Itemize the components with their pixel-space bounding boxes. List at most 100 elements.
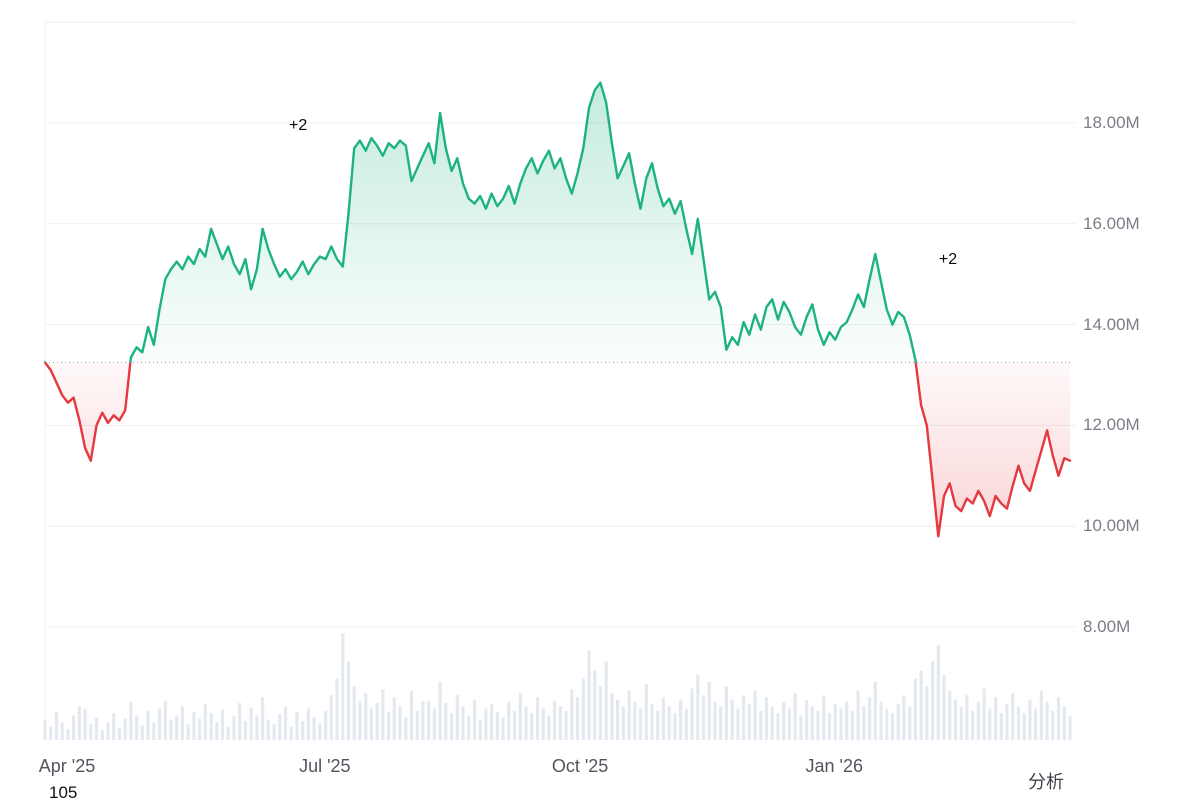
volume-bar — [484, 708, 488, 740]
volume-bar — [1011, 693, 1015, 740]
volume-bar — [495, 712, 499, 740]
volume-bar — [140, 725, 144, 740]
volume-bar — [341, 633, 345, 740]
volume-bar — [346, 661, 351, 740]
chart-annotation[interactable]: +2 — [938, 251, 958, 269]
volume-bar — [163, 700, 167, 740]
footer-partial-text: 105 — [49, 783, 78, 800]
volume-bar — [507, 701, 511, 740]
volume-bar — [667, 706, 671, 740]
volume-bar — [547, 715, 551, 740]
volume-bar — [553, 700, 557, 740]
volume-bar — [427, 700, 431, 740]
volume-bar — [971, 710, 975, 740]
x-axis-label: Apr '25 — [38, 756, 96, 776]
y-axis-label: 10.00M — [1083, 516, 1140, 536]
volume-bar — [919, 670, 923, 740]
volume-bar — [535, 697, 540, 740]
area-fill-below-baseline — [45, 362, 1070, 537]
volume-bar — [1051, 710, 1055, 740]
volume-bar — [976, 701, 980, 740]
price-line-up — [43, 81, 917, 363]
volume-bar — [684, 708, 688, 740]
volume-bar — [948, 690, 952, 740]
volume-bar — [375, 703, 379, 740]
volume-bar — [827, 713, 832, 740]
volume-bar — [77, 706, 81, 740]
volume-bar — [575, 697, 580, 740]
volume-bar — [621, 706, 625, 740]
volume-bar — [776, 713, 780, 740]
volume-bar — [83, 708, 87, 740]
volume-bar — [719, 706, 723, 740]
volume-bar — [404, 717, 408, 740]
volume-bar — [850, 710, 854, 740]
volume-bar — [701, 695, 706, 740]
volume-bar — [306, 708, 310, 740]
area-fill-above-baseline — [130, 82, 916, 363]
volume-bar — [203, 704, 207, 740]
volume-bar — [232, 716, 236, 740]
volume-bar — [782, 701, 786, 740]
volume-bar — [530, 713, 534, 740]
volume-bar — [890, 713, 895, 740]
volume-bar — [358, 700, 362, 740]
volume-bar — [896, 704, 900, 740]
volume-bar — [541, 708, 545, 740]
volume-bar — [1022, 713, 1026, 740]
volume-bar — [650, 704, 654, 740]
volume-bar — [60, 723, 64, 740]
volume-bar — [135, 715, 139, 740]
volume-bar — [409, 690, 414, 740]
volume-bar — [450, 713, 454, 740]
volume-bar — [856, 690, 860, 740]
volume-bar — [696, 675, 700, 740]
volume-bar — [661, 697, 665, 740]
volume-bar — [799, 715, 803, 740]
volume-bar — [839, 708, 843, 740]
volume-bar — [679, 699, 683, 740]
x-axis-label: Jul '25 — [299, 756, 351, 776]
volume-bar — [94, 717, 99, 740]
volume-bar — [461, 706, 465, 740]
volume-bar — [610, 693, 614, 740]
volume-bar — [959, 706, 963, 740]
volume-bar — [868, 697, 872, 740]
volume-bar — [707, 681, 711, 740]
volume-bar — [845, 701, 849, 740]
volume-bar — [312, 717, 316, 740]
volume-bar — [822, 695, 826, 740]
volume-bar — [392, 697, 396, 740]
volume-bar — [249, 707, 253, 740]
volume-bar — [994, 697, 998, 740]
volume-bar — [558, 706, 562, 740]
volume-bar — [587, 650, 591, 740]
volume-bar — [295, 712, 299, 740]
volume-bar — [387, 712, 391, 740]
volume-bar — [873, 681, 877, 740]
volume-bar — [117, 727, 121, 740]
y-axis-label: 8.00M — [1083, 617, 1131, 636]
volume-bar — [988, 708, 992, 740]
volume-bar — [816, 710, 820, 740]
volume-bar — [490, 704, 494, 740]
volume-bar — [112, 713, 116, 740]
volume-bar — [444, 703, 448, 740]
volume-bar — [885, 708, 889, 740]
volume-bar — [770, 706, 774, 740]
volume-bar — [931, 661, 935, 740]
chart-annotation[interactable]: +2 — [289, 116, 308, 134]
analysis-link[interactable]: 分析 — [1028, 772, 1064, 792]
volume-bar — [283, 706, 288, 740]
volume-bar — [908, 706, 912, 740]
volume-bar — [66, 728, 70, 740]
volume-bar — [169, 719, 173, 740]
volume-bar — [324, 710, 328, 740]
volume-bar — [180, 706, 184, 740]
volume-bar — [106, 722, 110, 740]
volume-bar — [833, 704, 837, 740]
volume-bar — [627, 690, 631, 740]
volume-bar — [690, 688, 694, 740]
volume-bar — [1016, 706, 1021, 740]
